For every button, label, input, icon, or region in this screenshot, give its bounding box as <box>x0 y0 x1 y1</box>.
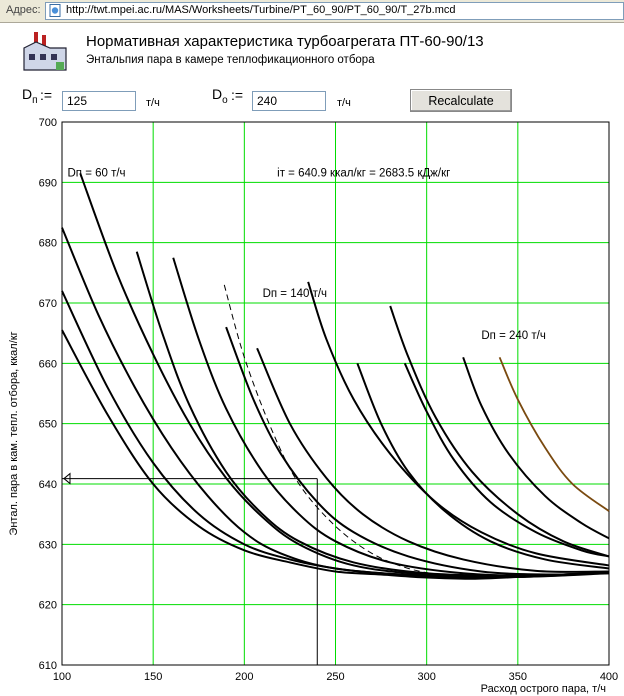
y-tick-label: 660 <box>39 358 57 370</box>
dp-assign: := <box>40 87 53 103</box>
page-icon <box>49 4 61 17</box>
series-line-highlight <box>498 356 610 512</box>
x-tick-label: 200 <box>235 671 253 683</box>
y-tick-label: 690 <box>39 177 57 189</box>
dp-label: Dп <box>22 86 38 106</box>
y-tick-label: 670 <box>39 298 57 310</box>
address-label: Адрес: <box>6 4 41 16</box>
do-label: Do <box>212 86 228 106</box>
x-tick-label: 400 <box>600 671 618 683</box>
dp-subscript: п <box>32 94 38 106</box>
series-line <box>172 257 610 577</box>
x-tick-label: 350 <box>509 671 527 683</box>
series-line <box>256 347 610 573</box>
x-tick-label: 300 <box>417 671 435 683</box>
series-line <box>356 362 610 570</box>
do-subscript: o <box>222 94 228 106</box>
plot-border <box>61 121 610 666</box>
annotation-label: Dп = 240 т/ч <box>481 330 545 342</box>
turbine-logo-icon <box>23 32 67 71</box>
x-axis-label: Расход острого пара, т/ч <box>481 683 606 695</box>
series-line <box>225 326 610 576</box>
page-subtitle: Энтальпия пара в камере теплофикационног… <box>86 54 375 66</box>
y-tick-label: 680 <box>39 238 57 250</box>
boundary-dashed-line <box>223 284 445 577</box>
y-tick-label: 630 <box>39 539 57 551</box>
do-unit: т/ч <box>337 97 351 109</box>
y-axis-label: Энтал. пара в кам. тепл. отбора, ккал/кг <box>8 331 20 535</box>
series-line <box>403 362 610 558</box>
series-line <box>389 305 610 558</box>
marker-arrow-icon <box>63 472 71 485</box>
x-tick-label: 250 <box>326 671 344 683</box>
recalculate-button[interactable]: Recalculate <box>410 89 512 112</box>
y-tick-label: 640 <box>39 479 57 491</box>
series-line <box>79 172 610 578</box>
series-line <box>462 356 610 540</box>
dp-symbol: D <box>22 86 33 102</box>
series-line <box>307 281 610 567</box>
annotation-label: Dп = 140 т/ч <box>263 288 327 300</box>
address-field[interactable]: http://twt.mpei.ac.ru/MAS/Worksheets/Tur… <box>45 2 624 20</box>
dp-input[interactable] <box>62 91 136 111</box>
address-bar: Адрес: http://twt.mpei.ac.ru/MAS/Workshe… <box>0 0 624 23</box>
y-tick-label: 620 <box>39 600 57 612</box>
do-symbol: D <box>212 86 223 102</box>
annotation-label: Dп = 60 т/ч <box>67 167 125 179</box>
annotation-label: iт = 640.9 ккал/кг = 2683.5 кДж/кг <box>277 167 450 179</box>
y-tick-label: 650 <box>39 419 57 431</box>
x-tick-label: 100 <box>53 671 71 683</box>
x-tick-label: 150 <box>144 671 162 683</box>
do-assign: := <box>231 87 244 103</box>
address-url[interactable]: http://twt.mpei.ac.ru/MAS/Worksheets/Tur… <box>66 4 456 16</box>
y-tick-label: 700 <box>39 117 57 129</box>
page-title: Нормативная характеристика турбоагрегата… <box>86 33 484 50</box>
dp-unit: т/ч <box>146 97 160 109</box>
y-tick-label: 610 <box>39 660 57 672</box>
do-input[interactable] <box>252 91 326 111</box>
